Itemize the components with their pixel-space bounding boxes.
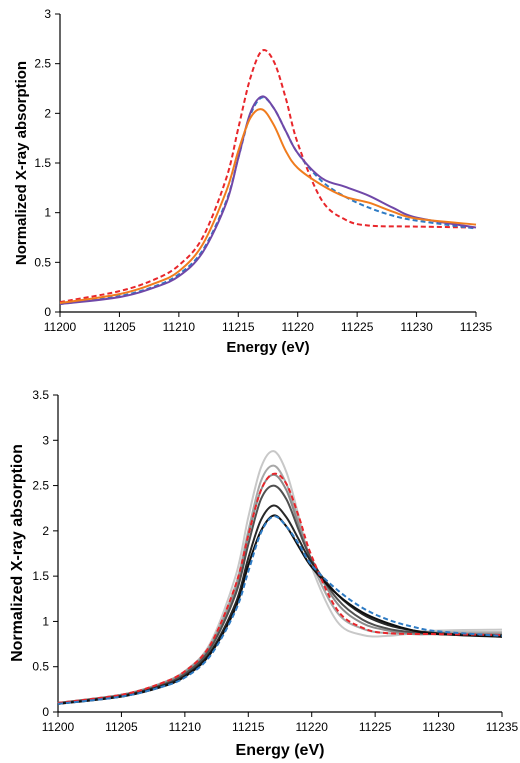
bottom-series-line-8 xyxy=(57,515,503,705)
bottom-series-line-6 xyxy=(57,514,503,705)
top-x-axis-title: Energy (eV) xyxy=(226,339,309,356)
bottom-x-tick-label: 11205 xyxy=(105,720,138,734)
top-x-tick-label: 11215 xyxy=(222,320,255,334)
top-x-tick-label: 11210 xyxy=(163,320,196,334)
bottom-x-ticks: 11200 11205 11210 11215 11220 11225 11230 11235 xyxy=(42,712,519,734)
top-x-tick-label: 11230 xyxy=(400,320,433,334)
bottom-series-line-2 xyxy=(57,464,503,704)
bottom-series-lines xyxy=(57,450,503,705)
top-y-tick-label: 0 xyxy=(44,305,51,319)
top-series-line-2 xyxy=(59,96,477,306)
top-chart: 00.511.522.53 11200 11205 11210 11215 11220 1… xyxy=(13,7,493,356)
bottom-x-axis-title: Energy (eV) xyxy=(236,742,325,759)
bottom-x-tick-label: 11215 xyxy=(232,720,265,734)
top-y-tick-label: 1.5 xyxy=(34,156,51,170)
bottom-y-axis-title: Normalized X-ray absorption xyxy=(9,444,26,662)
bottom-y-tick-label: 1.5 xyxy=(32,569,49,583)
bottom-y-tick-label: 0 xyxy=(42,705,49,719)
top-y-tick-label: 3 xyxy=(44,7,51,21)
top-x-ticks: 11200 11205 11210 11215 11220 11225 11230 11235 xyxy=(44,312,493,334)
bottom-series-line-5 xyxy=(57,504,503,705)
bottom-series-line-4 xyxy=(57,484,503,704)
bottom-y-tick-label: 2.5 xyxy=(32,479,49,493)
bottom-x-tick-label: 11230 xyxy=(422,720,455,734)
bottom-series-line-7 xyxy=(57,472,503,704)
bottom-x-tick-label: 11225 xyxy=(359,720,392,734)
bottom-y-tick-label: 0.5 xyxy=(32,660,49,674)
top-y-tick-label: 1 xyxy=(44,206,51,220)
bottom-y-ticks: 0 0.5 1 1.5 2 2.5 3 3.5 xyxy=(32,388,58,719)
top-x-tick-label: 11200 xyxy=(44,320,77,334)
top-x-tick-label: 11235 xyxy=(460,320,493,334)
top-y-tick-label: 2.5 xyxy=(34,57,51,71)
top-series-line-3 xyxy=(59,95,477,306)
bottom-y-tick-label: 3.5 xyxy=(32,388,49,402)
top-x-tick-label: 11225 xyxy=(341,320,374,334)
bottom-chart: 00.511.522.533.5 11200 11205 11210 11215 112… xyxy=(9,388,519,759)
bottom-y-tick-label: 3 xyxy=(42,433,49,447)
bottom-y-tick-label: 1 xyxy=(42,614,49,628)
top-x-tick-label: 11205 xyxy=(103,320,136,334)
bottom-x-tick-label: 11200 xyxy=(42,720,75,734)
top-y-ticks: 0 0.5 1 1.5 2 2.5 3 xyxy=(34,7,60,319)
top-x-tick-label: 11220 xyxy=(281,320,314,334)
bottom-y-tick-label: 2 xyxy=(42,524,49,538)
top-y-tick-label: 0.5 xyxy=(34,255,51,269)
top-series-lines xyxy=(59,49,477,306)
bottom-x-tick-label: 11210 xyxy=(169,720,202,734)
bottom-x-tick-label: 11235 xyxy=(486,720,519,734)
top-series-line-4 xyxy=(59,108,477,305)
top-y-axis-title: Normalized X-ray absorption xyxy=(13,61,30,265)
top-y-tick-label: 2 xyxy=(44,106,51,120)
bottom-x-tick-label: 11220 xyxy=(295,720,328,734)
top-series-line-1 xyxy=(59,49,477,304)
